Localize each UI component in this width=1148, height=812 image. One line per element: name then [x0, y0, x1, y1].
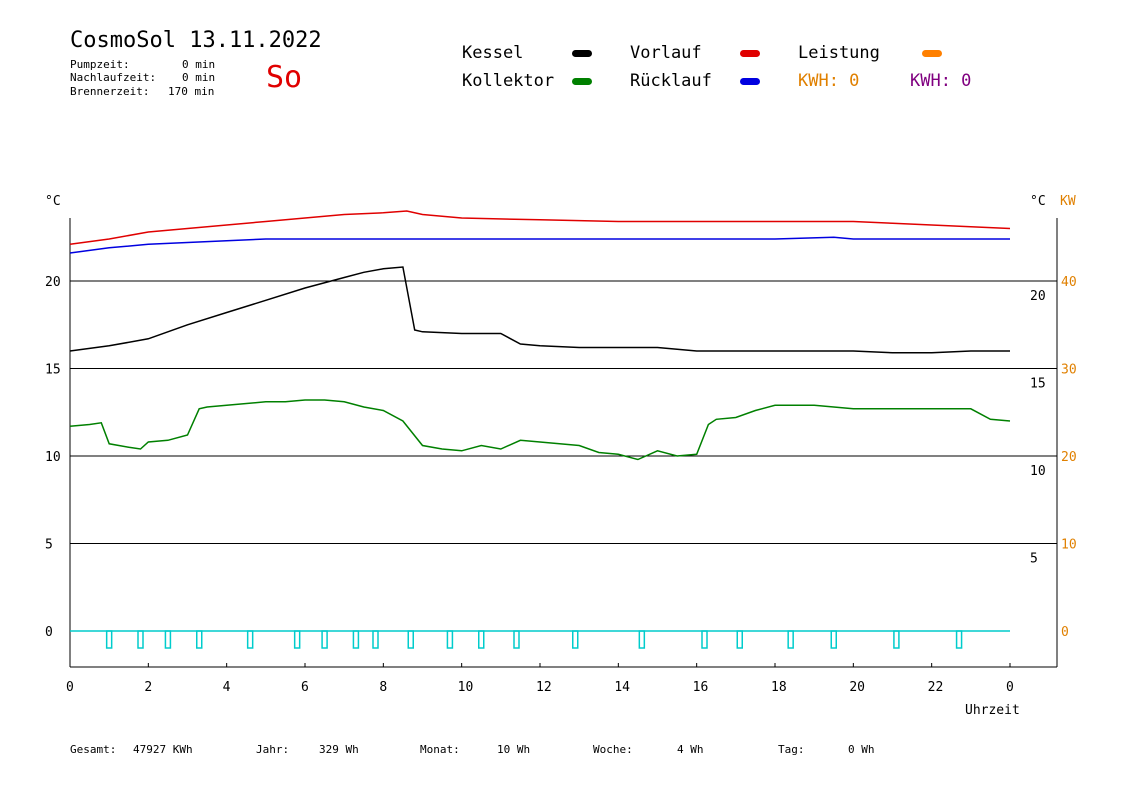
brenner-pulse: [407, 630, 414, 649]
y-right-kw-unit: KW: [1060, 194, 1076, 209]
brenner-pulse: [701, 630, 708, 649]
brenner-pulse: [352, 630, 360, 649]
kwh-purple-label: KWH: 0: [910, 71, 972, 91]
gesamt-label: Gesamt:: [70, 743, 117, 756]
brenner-pulse: [478, 630, 485, 649]
brenner-pulse: [321, 630, 328, 649]
weekday-label: So: [266, 60, 303, 95]
brenner-pulse: [955, 630, 963, 649]
y-right-tick-label: 5: [1030, 552, 1038, 567]
brenner-pulse: [293, 630, 301, 649]
y-left-tick-label: 0: [45, 625, 53, 640]
tag-label: Tag:: [778, 743, 805, 756]
brenner-pulse: [513, 630, 520, 649]
legend-ruecklauf-label: Rücklauf: [630, 71, 712, 91]
kwh-orange-label: KWH: 0: [798, 71, 860, 91]
y-right-kw-tick-label: 0: [1061, 625, 1069, 640]
series-vorlauf: [69, 210, 1011, 246]
brenner-pulse: [164, 630, 172, 649]
jahr-value: 329 Wh: [319, 743, 359, 756]
legend-kollektor-label: Kollektor: [462, 71, 555, 91]
jahr-label: Jahr:: [256, 743, 290, 756]
page-title: CosmoSol 13.11.2022: [70, 28, 322, 53]
y-right-kw-tick-label: 30: [1061, 363, 1077, 378]
legend-ruecklauf-swatch: [740, 78, 760, 85]
brenner-pulse: [572, 630, 579, 649]
x-tick-label: 12: [536, 680, 552, 695]
brenner-pulse: [736, 630, 743, 649]
x-tick-label: 0: [1006, 680, 1014, 695]
brenner-pulse: [893, 630, 900, 649]
y-left-tick-label: 20: [45, 275, 61, 290]
woche-value: 4 Wh: [677, 743, 704, 756]
tag-value: 0 Wh: [848, 743, 875, 756]
legend-leistung-label: Leistung: [798, 43, 880, 63]
y-left-tick-label: 10: [45, 450, 61, 465]
brennerzeit-label: Brennerzeit:: [70, 85, 150, 98]
y-left-tick-label: 5: [45, 538, 53, 553]
x-tick-label: 22: [928, 680, 944, 695]
y-right-kw-tick-label: 20: [1061, 450, 1077, 465]
monat-value: 10 Wh: [497, 743, 531, 756]
nachlaufzeit-label: Nachlaufzeit:: [70, 71, 157, 84]
brenner-pulse: [105, 630, 113, 649]
x-tick-label: 16: [693, 680, 709, 695]
brenner-pulse: [137, 630, 144, 649]
x-tick-label: 18: [771, 680, 787, 695]
legend-vorlauf-swatch: [740, 50, 760, 57]
series-rcklauf: [69, 236, 1010, 254]
legend-kessel-swatch: [572, 50, 592, 57]
x-tick-label: 8: [379, 680, 387, 695]
legend-vorlauf-label: Vorlauf: [630, 43, 702, 63]
pumpzeit-value: 0 min: [182, 58, 216, 71]
y-right-tick-label: 10: [1030, 464, 1046, 479]
gesamt-value: 47927 KWh: [133, 743, 193, 756]
brenner-pulse: [787, 630, 794, 649]
y-right-kw-tick-label: 10: [1061, 538, 1077, 553]
x-tick-label: 10: [458, 680, 474, 695]
y-left-tick-label: 15: [45, 363, 61, 378]
y-right-tick-label: 15: [1030, 377, 1046, 392]
brenner-pulse: [830, 630, 837, 649]
y-right-tick-label: 20: [1030, 289, 1046, 304]
legend-leistung-swatch: [922, 50, 942, 57]
series-kollektor: [69, 399, 1011, 461]
y-left-unit: °C: [45, 194, 61, 209]
x-tick-label: 20: [849, 680, 865, 695]
brenner-pulse: [196, 630, 203, 649]
brenner-pulse: [446, 630, 454, 649]
legend-kessel-label: Kessel: [462, 43, 524, 63]
brenner-pulse: [638, 630, 646, 649]
brennerzeit-value: 170 min: [168, 85, 215, 98]
x-tick-label: 6: [301, 680, 309, 695]
legend-kollektor-swatch: [572, 78, 592, 85]
brenner-pulse: [372, 630, 379, 649]
x-tick-label: 2: [144, 680, 152, 695]
y-right-unit: °C: [1030, 194, 1046, 209]
y-right-kw-tick-label: 40: [1061, 275, 1077, 290]
series-kessel: [69, 266, 1010, 354]
monat-label: Monat:: [420, 743, 460, 756]
x-tick-label: 0: [66, 680, 74, 695]
x-tick-label: 14: [614, 680, 630, 695]
woche-label: Woche:: [593, 743, 633, 756]
pumpzeit-label: Pumpzeit:: [70, 58, 130, 71]
nachlaufzeit-value: 0 min: [182, 71, 216, 84]
x-tick-label: 4: [223, 680, 231, 695]
brenner-pulse: [246, 630, 254, 649]
x-axis-label: Uhrzeit: [965, 703, 1020, 718]
